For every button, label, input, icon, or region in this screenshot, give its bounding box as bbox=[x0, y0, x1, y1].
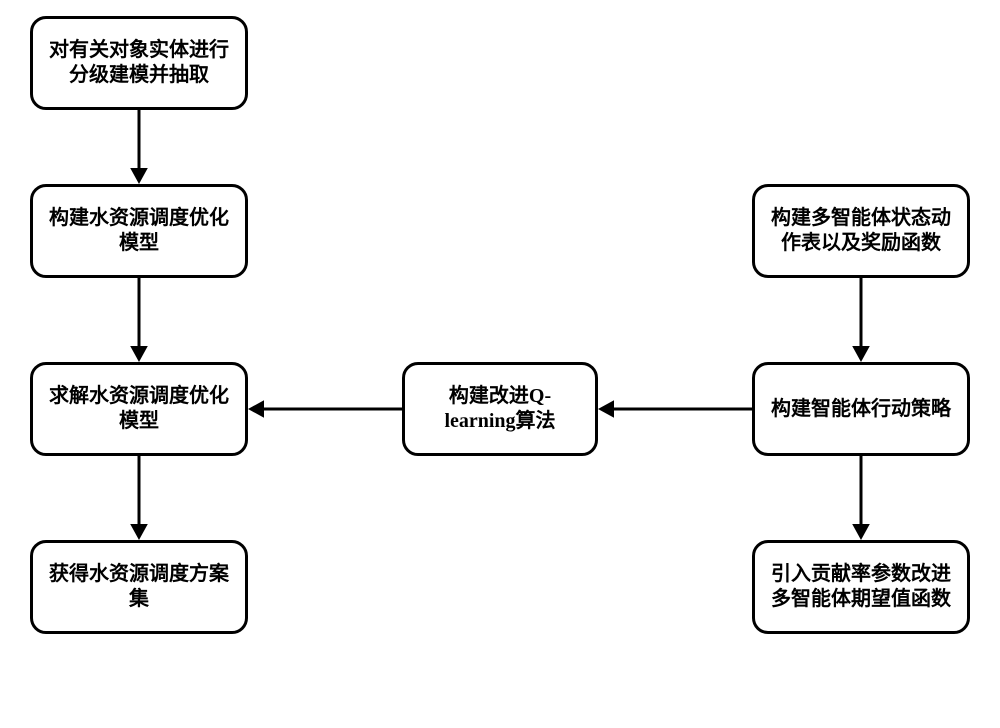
flowchart-node: 引入贡献率参数改进多智能体期望值函数 bbox=[752, 540, 970, 634]
flowchart-node: 构建多智能体状态动作表以及奖励函数 bbox=[752, 184, 970, 278]
flowchart-node: 对有关对象实体进行分级建模并抽取 bbox=[30, 16, 248, 110]
flowchart-node: 构建改进Q-learning算法 bbox=[402, 362, 598, 456]
flowchart-node: 构建智能体行动策略 bbox=[752, 362, 970, 456]
flowchart-node: 获得水资源调度方案集 bbox=[30, 540, 248, 634]
flowchart-node: 构建水资源调度优化模型 bbox=[30, 184, 248, 278]
flowchart-node: 求解水资源调度优化模型 bbox=[30, 362, 248, 456]
